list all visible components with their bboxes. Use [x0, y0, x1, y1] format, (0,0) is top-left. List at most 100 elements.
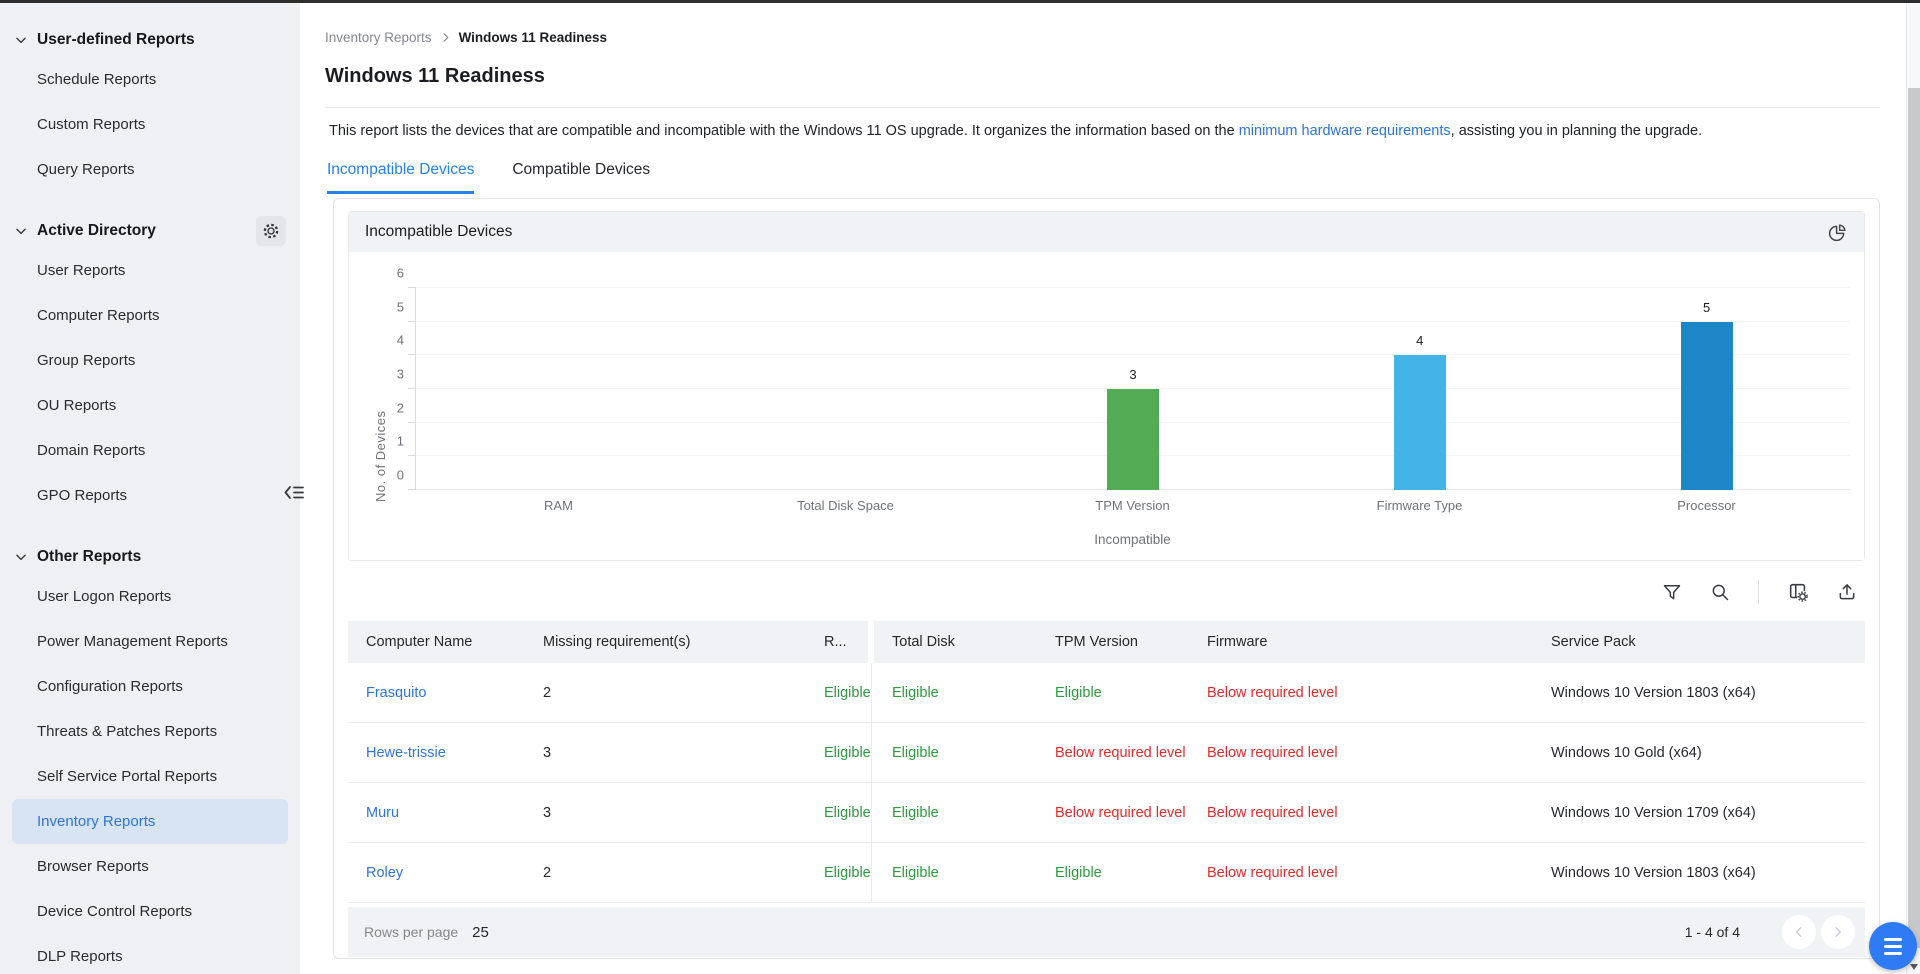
bar-slot	[703, 288, 990, 490]
sidebar-item-ou-reports[interactable]: OU Reports	[0, 383, 300, 428]
tab-bar: Incompatible Devices Compatible Devices	[327, 161, 650, 194]
computer-name-link[interactable]: Muru	[348, 805, 543, 821]
table-row[interactable]: Muru 3 Eligible Eligible Below required …	[348, 783, 1865, 843]
scrollbar-down-arrow[interactable]	[1910, 964, 1918, 970]
sidebar-item-schedule-reports[interactable]: Schedule Reports	[0, 57, 300, 102]
scrollbar-thumb[interactable]	[1908, 88, 1920, 948]
column-settings-button[interactable]	[1787, 581, 1809, 603]
computer-name-link[interactable]: Roley	[348, 865, 543, 881]
tpm-status: Eligible	[1036, 865, 1207, 881]
table-row[interactable]: Frasquito 2 Eligible Eligible Eligible B…	[348, 663, 1865, 723]
column-header-total-disk[interactable]: Total Disk	[871, 634, 1036, 650]
column-header-firmware[interactable]: Firmware	[1207, 634, 1551, 650]
column-header-service-pack[interactable]: Service Pack	[1551, 634, 1865, 650]
tab-compatible-devices[interactable]: Compatible Devices	[512, 161, 650, 194]
next-page-button[interactable]	[1821, 915, 1855, 949]
description-text: This report lists the devices that are c…	[329, 123, 1239, 139]
missing-count: 3	[543, 805, 801, 821]
sidebar-item-group-reports[interactable]: Group Reports	[0, 338, 300, 383]
sidebar-header-user-defined-reports[interactable]: User-defined Reports	[0, 23, 300, 57]
table-row[interactable]: Roley 2 Eligible Eligible Eligible Below…	[348, 843, 1865, 903]
sidebar-item-user-reports[interactable]: User Reports	[0, 248, 300, 293]
vertical-scrollbar[interactable]	[1906, 3, 1920, 974]
sidebar-item-gpo-reports[interactable]: GPO Reports	[0, 473, 300, 518]
page-title: Windows 11 Readiness	[325, 65, 545, 88]
y-axis-tick-label: 1	[384, 434, 404, 449]
y-axis-tick-label: 2	[384, 400, 404, 415]
sidebar: User-defined Reports Schedule Reports Cu…	[0, 3, 300, 974]
sidebar-item-configuration-reports[interactable]: Configuration Reports	[0, 664, 300, 709]
chevron-right-icon	[440, 32, 451, 43]
active-directory-settings-button[interactable]	[256, 216, 286, 246]
frozen-column-divider	[871, 663, 872, 903]
toolbar-divider	[1758, 580, 1759, 604]
column-header-tpm-version[interactable]: TPM Version	[1036, 634, 1207, 650]
sidebar-section-title: User-defined Reports	[37, 31, 195, 49]
chart-type-button[interactable]	[1827, 222, 1848, 243]
bar-firmware-type[interactable]	[1394, 355, 1446, 490]
sidebar-item-dlp-reports[interactable]: DLP Reports	[0, 934, 300, 974]
sidebar-item-label: Configuration Reports	[37, 678, 183, 695]
sidebar-collapse-icon[interactable]	[284, 484, 304, 501]
sidebar-item-device-control-reports[interactable]: Device Control Reports	[0, 889, 300, 934]
x-axis-category-label: Processor	[1563, 498, 1850, 513]
report-card: Incompatible Devices No. of Devices 0123…	[333, 198, 1880, 959]
description-text: , assisting you in planning the upgrade.	[1451, 123, 1703, 139]
sidebar-item-label: Query Reports	[37, 161, 135, 178]
chart-card: Incompatible Devices No. of Devices 0123…	[348, 211, 1865, 561]
column-header-missing-requirements[interactable]: Missing requirement(s)	[543, 634, 801, 650]
search-button[interactable]	[1710, 582, 1730, 602]
sidebar-header-active-directory[interactable]: Active Directory	[0, 214, 300, 248]
service-pack: Windows 10 Version 1803 (x64)	[1551, 685, 1865, 701]
tab-incompatible-devices[interactable]: Incompatible Devices	[327, 161, 474, 194]
bar-slot: 3	[990, 288, 1277, 490]
y-axis-tick	[408, 321, 416, 322]
missing-count: 2	[543, 865, 801, 881]
sidebar-item-power-management-reports[interactable]: Power Management Reports	[0, 619, 300, 664]
sidebar-header-other-reports[interactable]: Other Reports	[0, 540, 300, 574]
table-row[interactable]: Hewe-trissie 3 Eligible Eligible Below r…	[348, 723, 1865, 783]
computer-name-link[interactable]: Frasquito	[348, 685, 543, 701]
sidebar-item-label: Inventory Reports	[37, 813, 155, 830]
table-footer: Rows per page 25 1 - 4 of 4	[348, 907, 1865, 957]
tpm-status: Below required level	[1036, 745, 1207, 761]
frozen-column-gap	[868, 621, 874, 663]
sidebar-item-browser-reports[interactable]: Browser Reports	[0, 844, 300, 889]
sidebar-item-label: Device Control Reports	[37, 903, 192, 920]
sidebar-item-label: User Reports	[37, 262, 125, 279]
column-header-ram-truncated[interactable]: R...	[801, 634, 871, 650]
filter-button[interactable]	[1662, 582, 1682, 602]
minimum-hardware-requirements-link[interactable]: minimum hardware requirements	[1239, 123, 1451, 139]
bar-tpm-version[interactable]	[1107, 389, 1159, 490]
devices-table: Computer Name Missing requirement(s) R..…	[348, 621, 1865, 903]
sidebar-item-threats-patches-reports[interactable]: Threats & Patches Reports	[0, 709, 300, 754]
sidebar-item-custom-reports[interactable]: Custom Reports	[0, 102, 300, 147]
x-axis-category-label: Firmware Type	[1276, 498, 1563, 513]
export-button[interactable]	[1837, 582, 1857, 602]
previous-page-button[interactable]	[1782, 915, 1816, 949]
sidebar-item-user-logon-reports[interactable]: User Logon Reports	[0, 574, 300, 619]
rows-per-page-select[interactable]: 25	[472, 924, 489, 941]
column-header-computer-name[interactable]: Computer Name	[348, 634, 543, 650]
sidebar-item-computer-reports[interactable]: Computer Reports	[0, 293, 300, 338]
sidebar-item-domain-reports[interactable]: Domain Reports	[0, 428, 300, 473]
y-axis-tick	[408, 422, 416, 423]
chevron-right-icon	[1831, 925, 1845, 939]
sidebar-item-label: Threats & Patches Reports	[37, 723, 217, 740]
y-axis-tick-label: 4	[384, 333, 404, 348]
total-disk-status: Eligible	[871, 745, 1036, 761]
sidebar-item-self-service-portal-reports[interactable]: Self Service Portal Reports	[0, 754, 300, 799]
sidebar-item-inventory-reports[interactable]: Inventory Reports	[12, 799, 288, 844]
bar-processor[interactable]	[1681, 322, 1733, 490]
breadcrumb-parent[interactable]: Inventory Reports	[325, 30, 432, 45]
sidebar-section-title: Other Reports	[37, 548, 141, 566]
bar-slots: 345	[416, 288, 1850, 490]
missing-count: 3	[543, 745, 801, 761]
chevron-down-icon	[14, 224, 28, 238]
firmware-status: Below required level	[1207, 745, 1551, 761]
quick-actions-menu-button[interactable]	[1869, 922, 1917, 970]
computer-name-link[interactable]: Hewe-trissie	[348, 745, 543, 761]
sidebar-item-query-reports[interactable]: Query Reports	[0, 147, 300, 192]
bar-chart: No. of Devices 0123456345 RAMTotal Disk …	[349, 252, 1864, 560]
y-axis-tick-label: 3	[384, 367, 404, 382]
